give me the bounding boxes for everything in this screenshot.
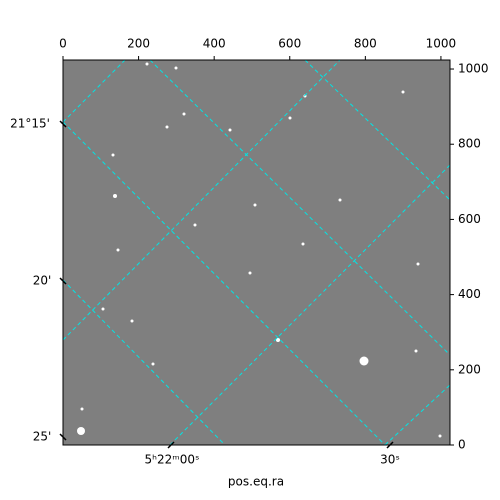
x-tick-label: 200: [127, 37, 150, 51]
coordinate-grid: [62, 59, 451, 446]
x-tick-label: 600: [278, 37, 301, 51]
star: [113, 194, 117, 198]
grid-line: [62, 59, 341, 341]
star: [414, 349, 418, 353]
tick: [386, 441, 394, 449]
tick: [59, 120, 67, 128]
grid-line: [304, 59, 451, 201]
star: [165, 125, 169, 129]
ra-tick-label: 30ˢ: [380, 453, 400, 467]
star: [301, 242, 305, 246]
star: [401, 90, 405, 94]
star: [288, 116, 292, 120]
star: [174, 66, 178, 70]
y-tick-label: 0: [458, 438, 466, 452]
tick: [59, 277, 67, 285]
grid-line: [62, 121, 386, 446]
star: [338, 198, 342, 202]
grid-line: [62, 279, 226, 446]
grid-line: [62, 59, 126, 123]
sky-image: [63, 60, 450, 445]
wcs-ticks: [59, 120, 394, 449]
star: [130, 319, 134, 323]
star: [276, 338, 280, 342]
x-tick-label: 1000: [426, 37, 457, 51]
dec-tick-label: 25': [33, 430, 52, 444]
star: [101, 307, 105, 311]
y-tick-label: 200: [458, 362, 481, 376]
x-tick-label: 800: [354, 37, 377, 51]
star: [438, 434, 442, 438]
star: [145, 62, 149, 66]
star: [151, 362, 155, 366]
y-tick-label: 400: [458, 287, 481, 301]
ra-tick-label: 5ʰ22ᵐ00ˢ: [145, 453, 200, 467]
y-tick-label: 1000: [458, 62, 489, 76]
plot-frame: [62, 59, 451, 446]
star: [116, 248, 120, 252]
grid-line: [149, 59, 451, 356]
x-tick-label: 0: [59, 37, 67, 51]
star: [248, 271, 252, 275]
star: [416, 262, 420, 266]
star: [111, 153, 115, 157]
star: [359, 356, 369, 366]
star: [77, 427, 85, 435]
tick: [59, 433, 67, 441]
dec-tick-label: 20': [33, 274, 52, 288]
star: [182, 112, 186, 116]
star: [253, 203, 257, 207]
y-tick-label: 800: [458, 137, 481, 151]
grid-line: [169, 164, 451, 446]
x-tick-label: 400: [203, 37, 226, 51]
grid-line: [384, 384, 451, 446]
tick: [167, 441, 175, 449]
dec-tick-label: 21°15': [10, 117, 50, 131]
y-tick-label: 600: [458, 212, 481, 226]
x-axis-label: pos.eq.ra: [228, 475, 284, 489]
star: [228, 128, 232, 132]
stars: [77, 62, 442, 438]
star: [80, 407, 84, 411]
star: [193, 223, 197, 227]
